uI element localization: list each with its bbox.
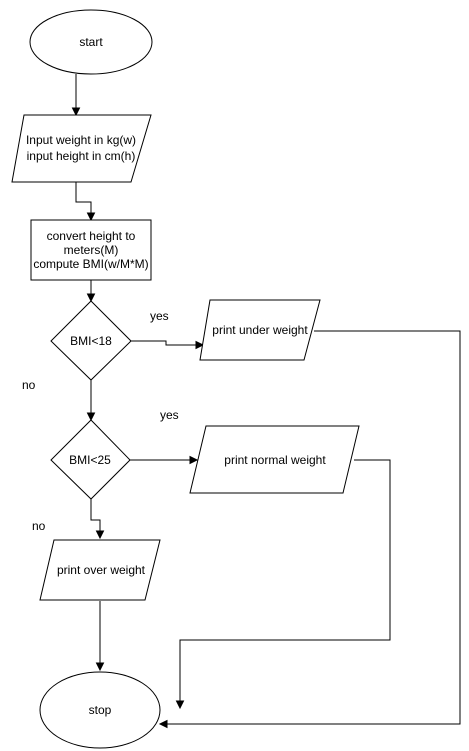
arrowhead-under-to-stop [158,719,168,729]
check18-decision-shape [50,300,132,381]
edge-label-yes-18: yes [150,309,169,323]
over-io-shape [39,539,161,601]
check25-label: BMI<25 [69,453,111,467]
start-terminator-shape [29,9,153,75]
check18-label: BMI<18 [70,334,112,348]
arrowhead-check18-yes [195,340,205,350]
arrowhead-compute-to-check18 [86,293,96,303]
arrowhead-check25-yes [189,455,199,465]
compute-node: convert height to meters(M) compute BMI(… [30,219,152,281]
input-node: Input weight in kg(w) input height in cm… [11,114,152,183]
check25-decision-shape [50,419,131,500]
compute-process-shape [30,219,152,281]
arrowhead-check18-no [86,412,96,422]
input-label-line-1: Input weight in kg(w) [26,133,136,147]
arrowhead-input-to-compute [86,212,96,222]
edge-under-to-stop [166,330,461,725]
connectors [71,74,461,729]
arrowhead-over-to-stop [95,662,105,672]
under-io-shape [199,299,321,361]
edge-check18-yes-to-under [131,340,197,346]
under-label: print under weight [212,323,308,337]
edge-normal-to-stop [179,459,391,703]
compute-label-line-1: convert height to [47,229,136,243]
edge-label-no-18: no [22,378,36,392]
compute-label-line-3: compute BMI(w/M*M) [33,257,148,271]
input-io-shape [11,114,152,183]
stop-terminator-shape [39,671,161,749]
stop-label: stop [89,703,112,717]
edge-label-no-25: no [32,519,46,533]
normal-node: print normal weight [189,425,360,494]
edge-labels: yes no yes no [22,309,179,533]
arrowhead-check25-no [95,530,105,540]
check18-node: BMI<18 [50,300,132,381]
arrowhead-start-to-input [71,107,81,117]
stop-node: stop [39,671,161,749]
compute-label-line-2: meters(M) [64,243,119,257]
start-label: start [79,35,103,49]
start-node: start [29,9,153,75]
input-label-line-2: input height in cm(h) [27,149,136,163]
check25-node: BMI<25 [50,419,131,500]
arrowhead-normal-to-stop [175,700,185,710]
edge-label-yes-25: yes [160,408,179,422]
edge-input-to-compute [75,182,92,215]
over-node: print over weight [39,539,161,601]
under-node: print under weight [199,299,321,361]
over-label: print over weight [57,563,146,577]
normal-io-shape [189,425,360,494]
edge-check25-no-to-over [90,499,101,533]
normal-label: print normal weight [224,453,326,467]
